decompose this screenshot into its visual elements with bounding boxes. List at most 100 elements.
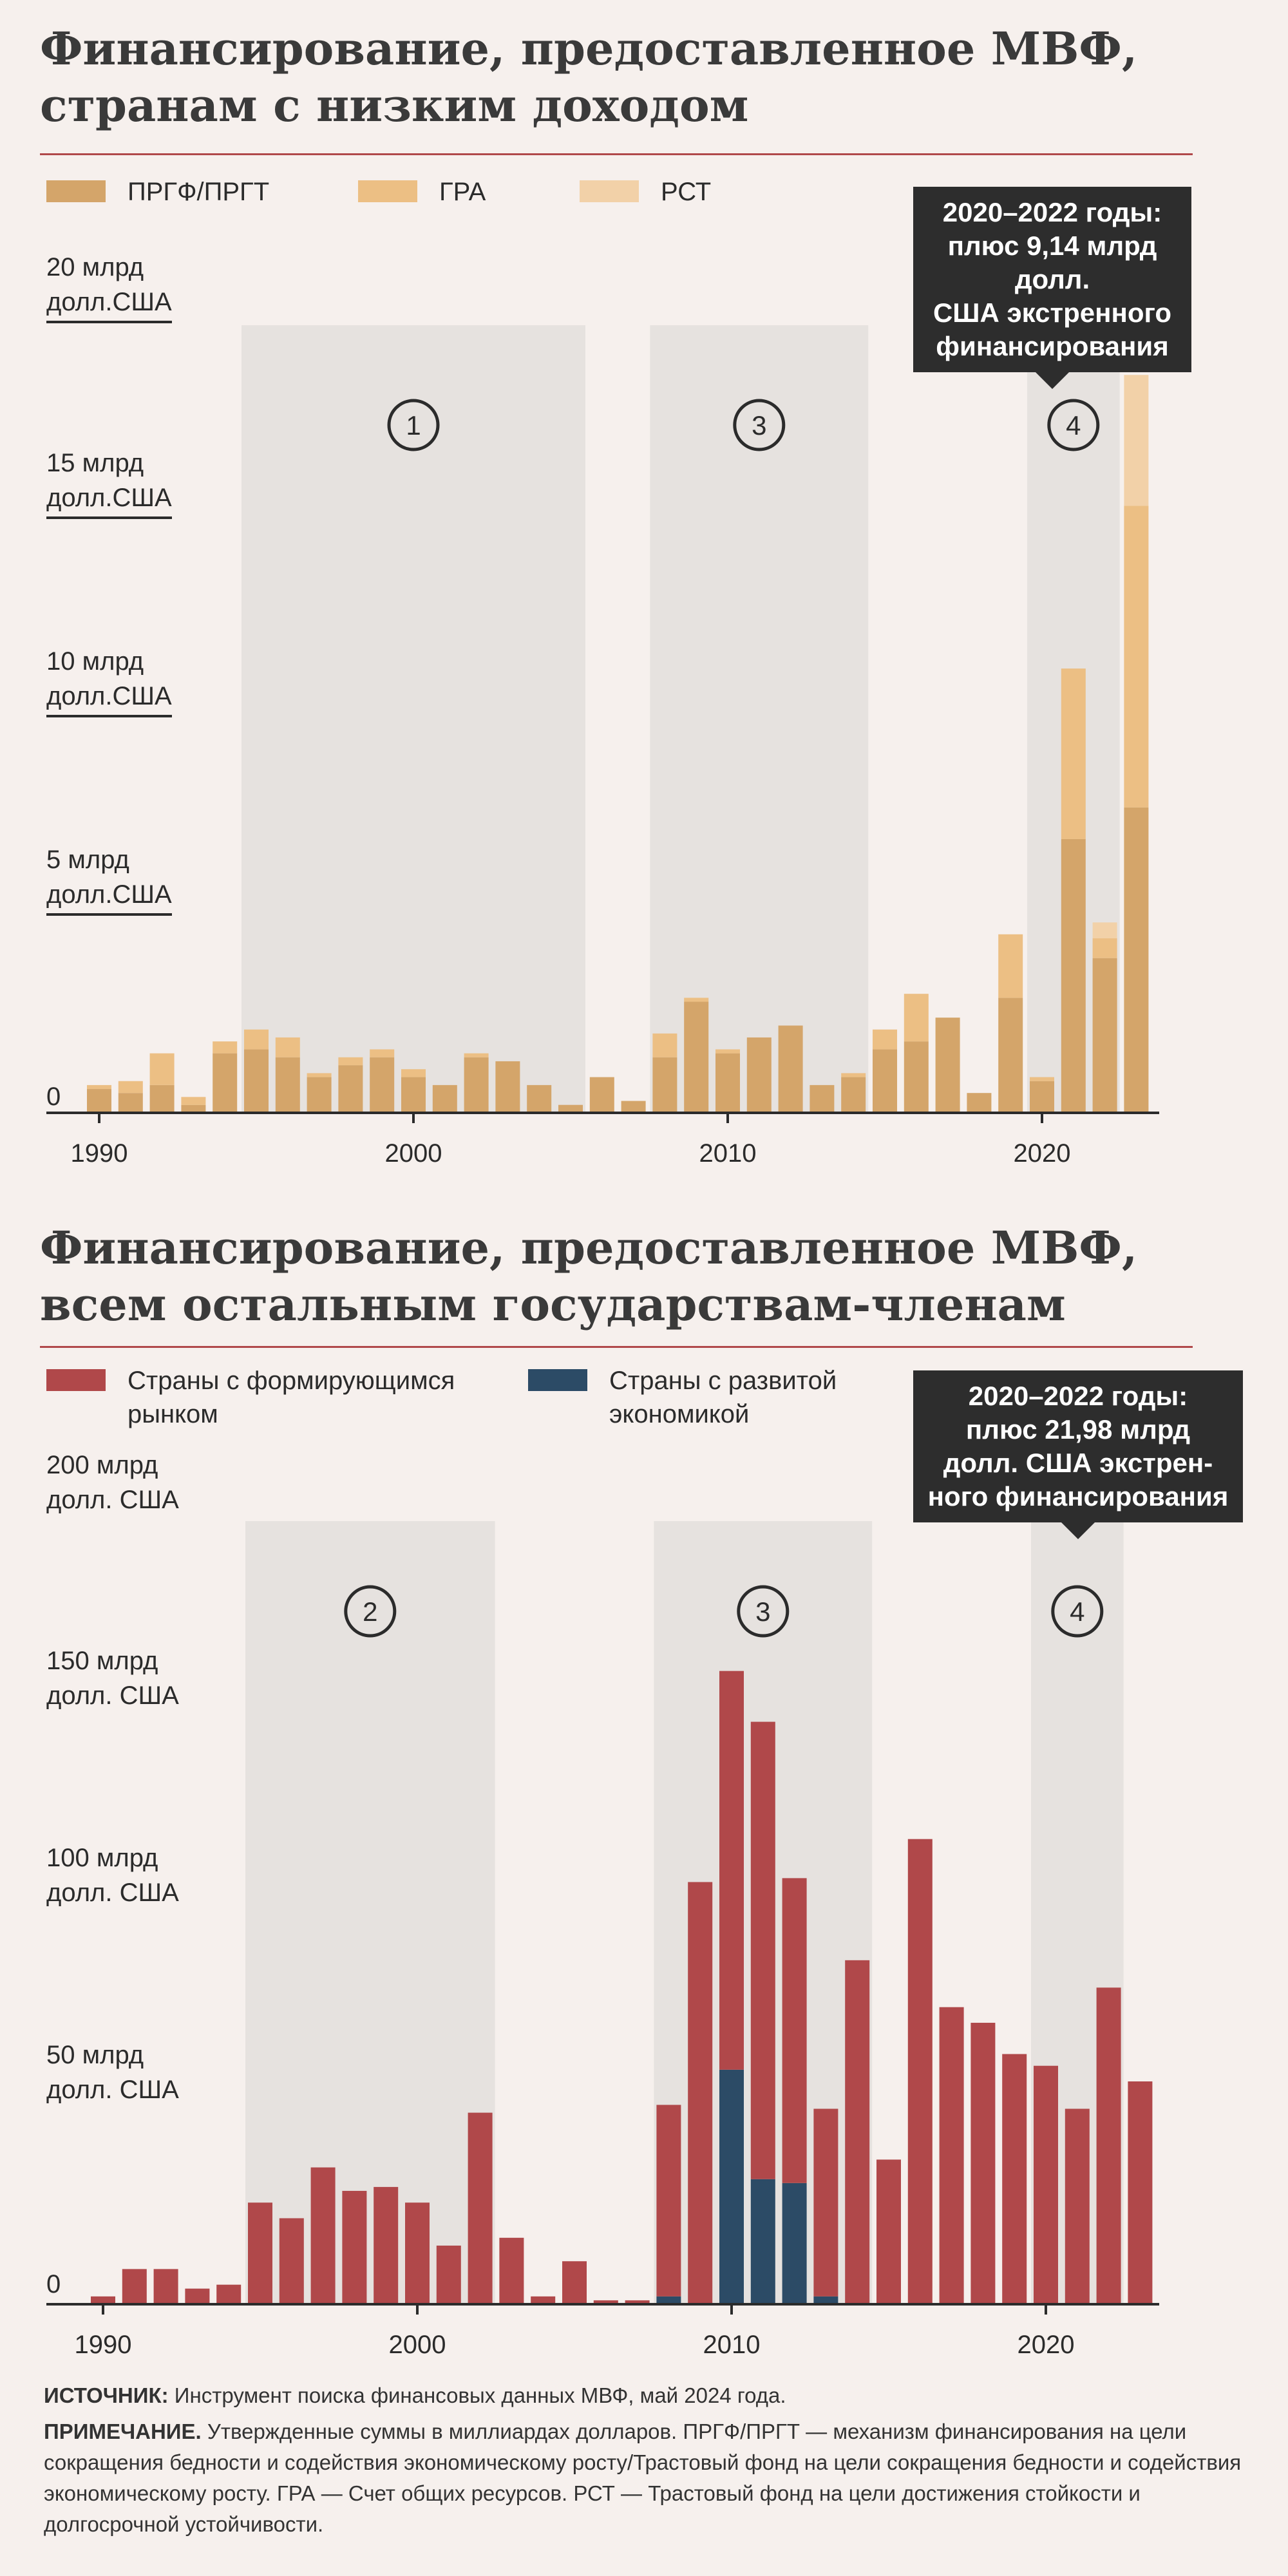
chart2-period-marker-circle: [737, 1585, 790, 1638]
chart2-bar-1999: [374, 2186, 399, 2304]
legend-swatch-gra: [358, 180, 417, 202]
chart1-bar-1996: [275, 1037, 300, 1057]
chart1-bar-2002: [464, 1057, 489, 1113]
chart2-ylabel-100: 100 млрд долл. США: [46, 1844, 179, 1907]
chart1-bar-2023: [1124, 807, 1149, 1113]
chart1-bar-2011: [746, 1037, 772, 1113]
chart2-bar-2000: [405, 2202, 430, 2304]
chart2-ylabel-0: 0: [46, 2270, 61, 2298]
chart2-bar-1990: [91, 2296, 115, 2304]
chart2-bar-2008: [656, 2105, 681, 2297]
chart2-period-marker-circle: [1051, 1585, 1104, 1638]
chart1-ylabel-15: 15 млрд долл.США: [46, 446, 172, 519]
chart1-ylabel-5: 5 млрд долл.США: [46, 842, 172, 916]
chart1-bar-1993: [181, 1104, 206, 1113]
chart2-bar-2011: [750, 2179, 775, 2304]
footer: ИСТОЧНИК: Инструмент поиска финансовых д…: [44, 2380, 1248, 2540]
chart2-title-rule: [40, 1346, 1193, 1348]
chart1-bar-2022: [1092, 938, 1117, 958]
chart1-bar-1990: [87, 1089, 111, 1113]
chart1-bar-2013: [810, 1084, 835, 1113]
chart2-period-marker-label: 4: [1070, 1596, 1084, 1627]
legend-swatch-emerging: [46, 1369, 106, 1391]
chart1-bar-2014: [841, 1077, 866, 1113]
chart1-bar-2015: [873, 1049, 897, 1113]
chart1-shaded-period: [242, 325, 585, 1113]
chart2-callout: 2020–2022 годы: плюс 21,98 млрд долл. СШ…: [913, 1370, 1243, 1539]
chart1-bar-2000: [401, 1077, 426, 1113]
chart2-bar-2015: [876, 2159, 901, 2304]
chart2-bar-2005: [562, 2261, 587, 2304]
chart2-bar-2008: [656, 2296, 681, 2304]
chart2-bar-2011: [750, 1721, 775, 2179]
chart1-plot: 1 3 4 1990 2000 2010 2020: [46, 325, 1159, 1168]
chart2-bar-2013: [813, 2108, 838, 2297]
chart1-bar-1991: [118, 1081, 143, 1094]
chart2-bar-1995: [248, 2202, 272, 2304]
chart1-bar-2019: [998, 934, 1023, 998]
chart1-bar-2023: [1124, 375, 1149, 506]
chart1-bar-2020: [1030, 1077, 1054, 1081]
chart1-bar-2016: [904, 994, 929, 1042]
chart1-bar-2015: [873, 1029, 897, 1050]
chart1-bar-2019: [998, 998, 1023, 1113]
chart1-x-tick-label-2020: 2020: [1014, 1139, 1071, 1168]
chart1-bar-2010: [715, 1049, 740, 1054]
chart2-bar-2004: [531, 2296, 556, 2304]
chart1-bar-2008: [652, 1033, 677, 1057]
chart2-bar-2009: [688, 1882, 713, 2304]
chart1-bar-2002: [464, 1053, 489, 1057]
chart1-bar-1999: [370, 1057, 395, 1113]
chart2-period-marker-circle: [344, 1585, 397, 1638]
chart1-bar-2004: [527, 1084, 552, 1113]
chart1-x-tick-label-2000: 2000: [385, 1139, 442, 1168]
chart2-bar-2002: [468, 2112, 493, 2304]
chart2-bar-2018: [971, 2022, 996, 2304]
chart2-bar-2003: [499, 2237, 524, 2304]
legend-swatch-prgf: [46, 180, 106, 202]
chart2-bar-2017: [939, 2007, 964, 2304]
chart2-bar-2021: [1065, 2108, 1090, 2304]
chart1-period-marker-label: 1: [406, 410, 421, 440]
chart2-bar-1998: [342, 2190, 367, 2304]
chart2-bar-2013: [813, 2296, 838, 2304]
chart1-period-marker-label: 3: [752, 410, 766, 440]
chart1-bar-1993: [181, 1097, 206, 1105]
chart2-x-tick-label-2020: 2020: [1018, 2331, 1075, 2359]
chart1-bar-1994: [213, 1041, 238, 1054]
chart1-bar-2008: [652, 1057, 677, 1113]
chart1-bar-2022: [1092, 958, 1117, 1113]
chart1-x-tick-label-2010: 2010: [699, 1139, 757, 1168]
chart1-bar-1995: [244, 1049, 269, 1113]
chart2-bar-1991: [122, 2269, 147, 2304]
chart1-period-marker-circle: [733, 399, 786, 451]
chart1-bar-2009: [684, 998, 709, 1002]
chart1-callout: 2020–2022 годы: плюс 9,14 млрд долл. США…: [913, 187, 1191, 389]
chart2-bar-2012: [782, 1878, 807, 2183]
note-line: ПРИМЕЧАНИЕ. Утвержденные суммы в миллиар…: [44, 2420, 1242, 2536]
chart2-bar-1994: [216, 2284, 242, 2304]
chart1-period-marker-circle: [387, 399, 440, 451]
chart1-x-tick-label-1990: 1990: [71, 1139, 128, 1168]
chart2-x-tick-label-2010: 2010: [703, 2331, 761, 2359]
chart1-bar-2000: [401, 1069, 426, 1077]
source-line: ИСТОЧНИК: Инструмент поиска финансовых д…: [44, 2383, 786, 2407]
legend-swatch-rst: [580, 180, 639, 202]
chart2-title: Финансирование, предоставленное МВФ, все…: [40, 1221, 1138, 1331]
chart1-bar-1997: [307, 1077, 332, 1113]
chart2-bar-2001: [436, 2245, 461, 2304]
chart2-bar-2007: [625, 2300, 650, 2304]
chart1-period-marker-circle: [1047, 399, 1100, 451]
chart1-bar-1999: [370, 1049, 395, 1057]
chart1-shaded-period: [650, 325, 869, 1113]
chart1-ylabel-20: 20 млрд долл.США: [46, 250, 172, 323]
chart2-bar-2010: [719, 1671, 744, 2070]
chart1-bar-2001: [432, 1084, 457, 1113]
chart1-bar-2009: [684, 1001, 709, 1113]
chart1-bar-2003: [495, 1061, 520, 1113]
chart2-bar-2012: [782, 2183, 807, 2304]
legend-item-advanced: Страны с развитой экономикой: [528, 1364, 837, 1431]
chart2-bar-1992: [153, 2269, 178, 2304]
chart1-bar-1998: [338, 1065, 363, 1113]
chart1-title: Финансирование, предоставленное МВФ, стр…: [40, 22, 1138, 132]
